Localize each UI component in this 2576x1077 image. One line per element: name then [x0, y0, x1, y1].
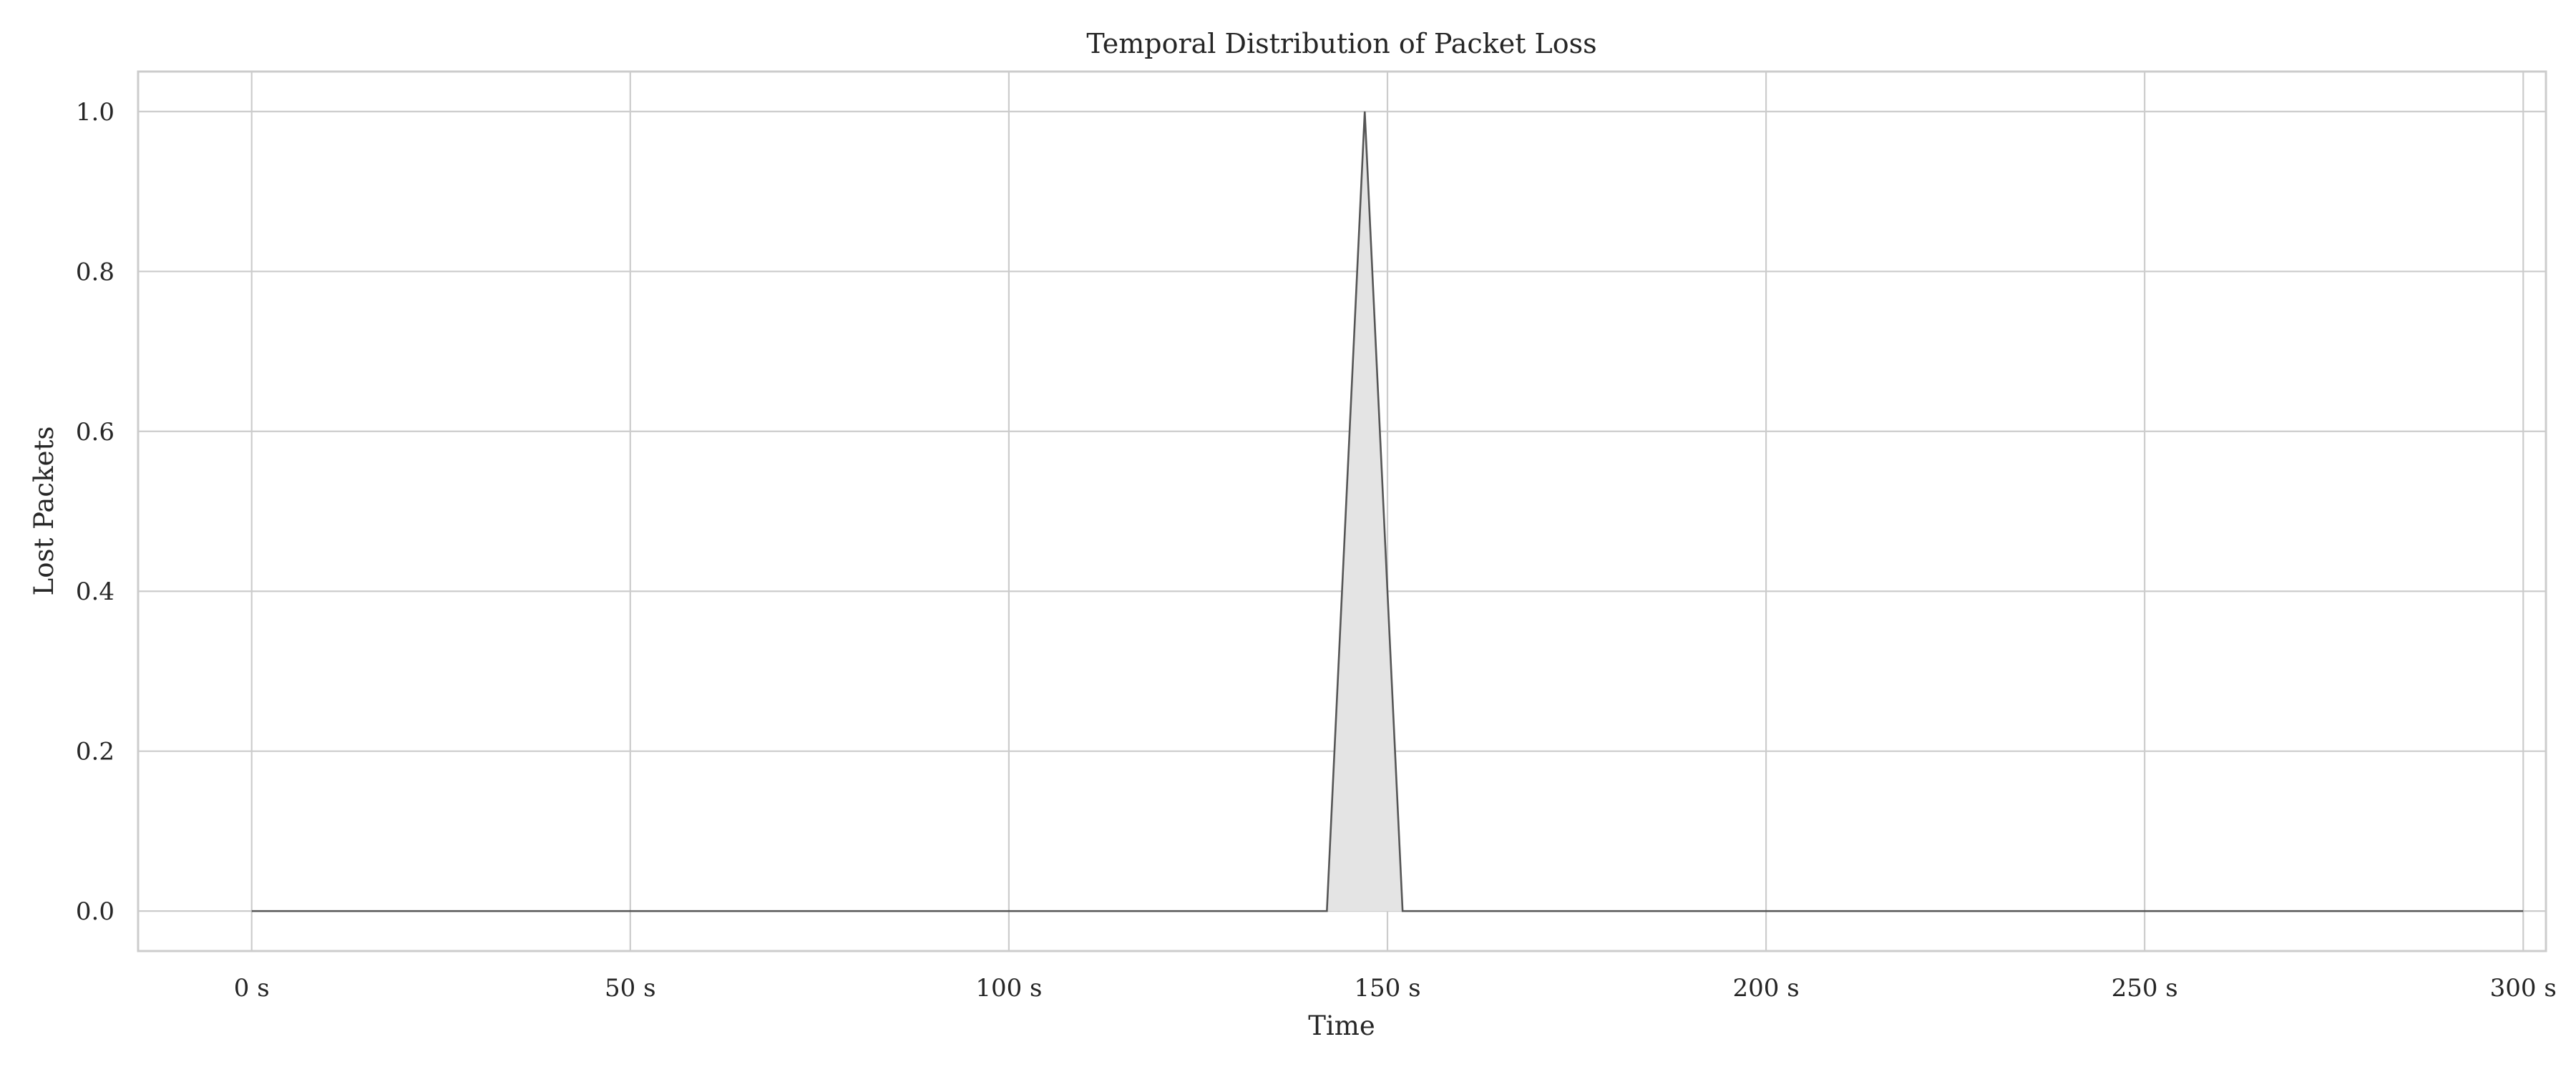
x-axis-label: Time — [1308, 1010, 1375, 1041]
x-tick-label-2: 100 s — [975, 974, 1042, 1003]
x-tick-label-6: 300 s — [2490, 974, 2557, 1003]
y-tick-label-3: 0.6 — [76, 418, 114, 447]
x-tick-label-0: 0 s — [234, 974, 270, 1003]
x-tick-label-5: 250 s — [2112, 974, 2178, 1003]
y-tick-label-5: 1.0 — [76, 98, 114, 127]
series-0-area — [251, 111, 2524, 912]
y-tick-label-4: 0.8 — [76, 258, 114, 286]
y-tick-label-2: 0.4 — [76, 578, 114, 606]
x-tick-label-3: 150 s — [1354, 974, 1420, 1003]
plot-frame — [137, 70, 2547, 952]
y-tick-label-1: 0.2 — [76, 738, 114, 766]
x-tick-label-4: 200 s — [1733, 974, 1800, 1003]
chart-title: Temporal Distribution of Packet Loss — [1086, 28, 1596, 59]
y-axis-label: Lost Packets — [29, 427, 59, 596]
y-tick-label-0: 0.0 — [76, 897, 114, 926]
plot-layer — [137, 70, 2547, 952]
series-0-line — [251, 111, 2524, 912]
x-tick-label-1: 50 s — [605, 974, 656, 1003]
